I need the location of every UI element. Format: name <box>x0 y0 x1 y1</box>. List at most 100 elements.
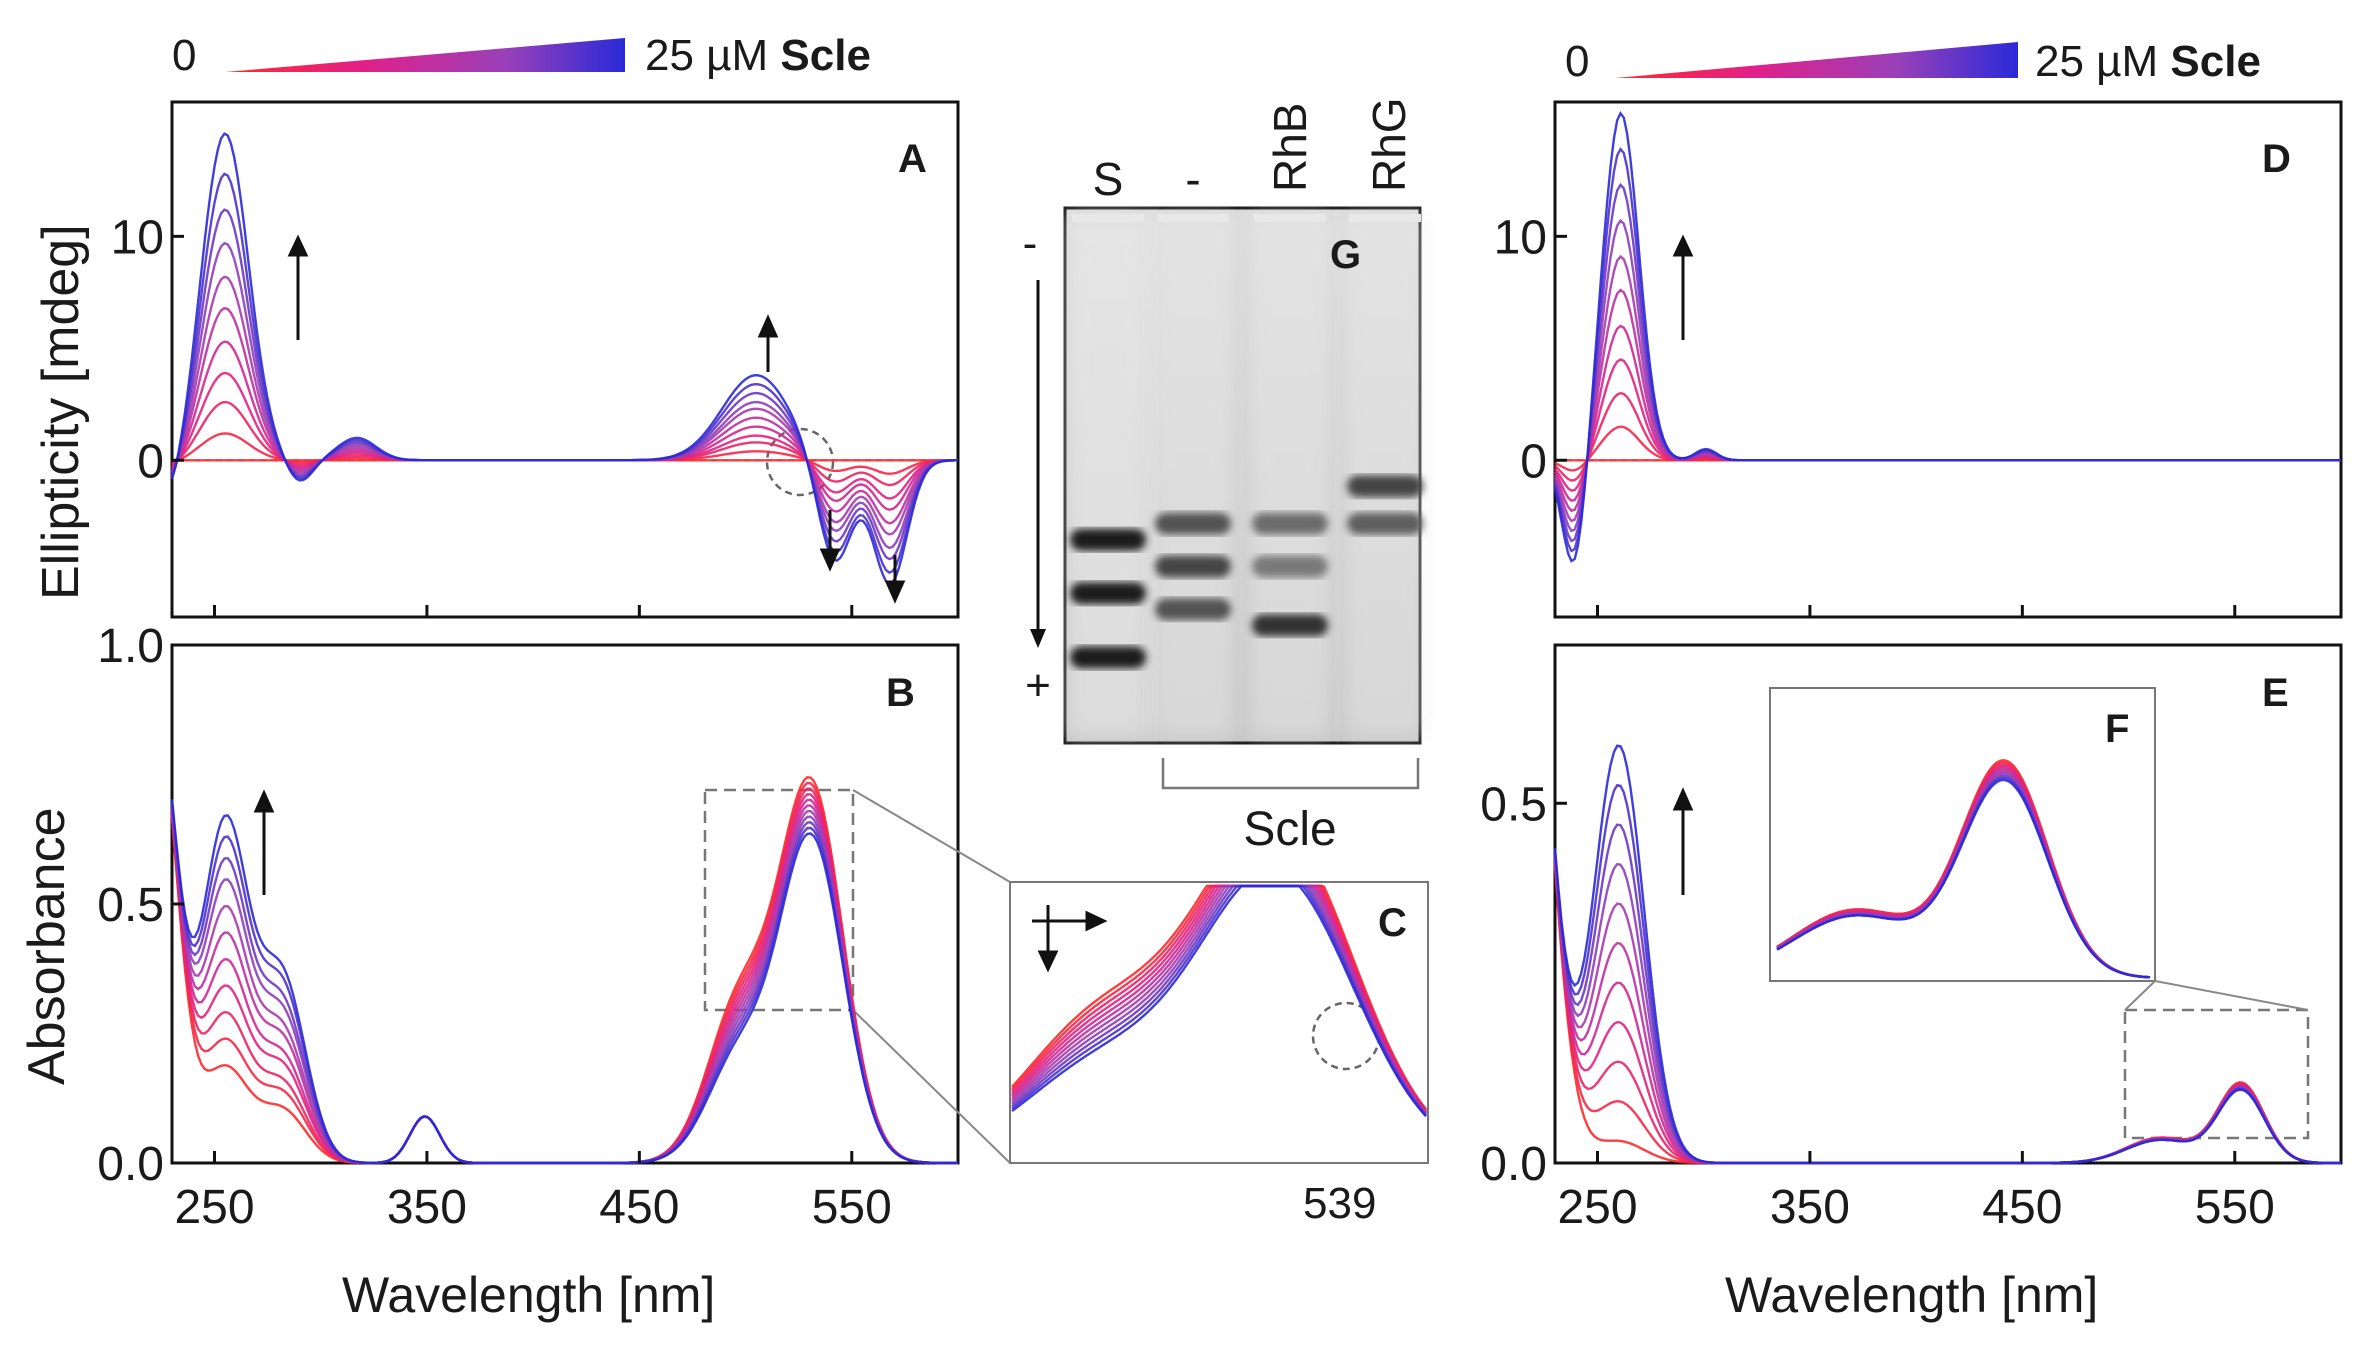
panel-label-b: B <box>886 671 915 715</box>
series-line <box>170 132 958 586</box>
legend-gradient-wedge <box>225 38 625 72</box>
legend-right: 0 25 µM Scle <box>1565 37 2261 86</box>
gel-band <box>1155 555 1231 578</box>
series-line <box>1554 391 2341 482</box>
series-line <box>1554 425 2341 472</box>
series-line <box>171 371 958 500</box>
panel-f-series <box>1776 759 2151 979</box>
xlabel-left: Wavelength [nm] <box>342 1267 715 1323</box>
isosbestic-circle-a <box>765 427 835 497</box>
panel-label-f: F <box>2105 707 2129 751</box>
gel-lane-label: RhB <box>1264 103 1316 192</box>
arrow-up-icon <box>1672 234 1694 257</box>
panel-label-e: E <box>2262 671 2289 715</box>
series-line <box>170 172 958 574</box>
gel-band <box>1155 512 1231 535</box>
panel-e-series <box>1553 744 2341 1165</box>
arrow-up-icon <box>253 789 275 813</box>
y-tick-label: 10 <box>111 211 164 264</box>
panel-label-c: C <box>1378 901 1407 945</box>
gel-band <box>1252 614 1328 637</box>
panel-a-frame <box>170 100 960 619</box>
legend-compound-label: Scle <box>2170 37 2261 86</box>
panel-c-tick-539: 539 <box>1303 1179 1376 1228</box>
series-line <box>170 793 958 1165</box>
zoom-connector-right <box>2154 980 2309 1011</box>
series-line <box>170 241 958 550</box>
gel-band <box>1070 646 1146 669</box>
gel-lane-label: S <box>1093 153 1124 205</box>
zoom-connector-left <box>2124 980 2156 1011</box>
series-line <box>1553 110 2341 563</box>
panel-d-series <box>1553 110 2341 563</box>
gel-caption: Scle <box>1243 803 1336 856</box>
gel-bracket <box>1161 758 1420 790</box>
x-tick-label: 550 <box>2195 1181 2275 1234</box>
legend-max-label: 25 µM <box>645 31 768 80</box>
panel-label-d: D <box>2262 137 2291 181</box>
y-tick-label: 0.5 <box>1480 778 1547 831</box>
series-line <box>1553 182 2341 543</box>
y-tick-label: 1.0 <box>97 620 164 673</box>
gel-well <box>1157 214 1229 222</box>
xlabel-right: Wavelength [nm] <box>1725 1267 2098 1323</box>
arrow-down-icon <box>884 580 906 604</box>
svg-text:25 µM Scle: 25 µM Scle <box>2035 37 2261 86</box>
series-line <box>170 208 958 561</box>
y-tick-label: 0.0 <box>97 1138 164 1191</box>
y-tick-label: 10 <box>1494 211 1547 264</box>
gel-well <box>1349 214 1421 222</box>
series-line <box>1553 324 2341 503</box>
legend-left: 0 25 µM Scle <box>172 31 871 80</box>
svg-text:25 µM Scle: 25 µM Scle <box>645 31 871 80</box>
gel-well <box>1072 214 1144 222</box>
gel-lane-label: - <box>1185 153 1200 205</box>
series-line <box>171 400 958 487</box>
gel-polarity-plus: + <box>1025 661 1051 710</box>
series-line <box>1553 744 2341 1165</box>
arrow-up-icon <box>757 314 779 338</box>
series-line <box>1553 218 2341 533</box>
panel-c-frame <box>1009 881 1429 1164</box>
y-tick-label: 0.0 <box>1480 1138 1547 1191</box>
series-line <box>171 340 958 511</box>
zoom-connector-bottom <box>852 1009 1011 1164</box>
panel-a-series <box>170 132 958 586</box>
panel-b-series <box>170 776 958 1165</box>
panel-d-frame <box>1553 100 2343 619</box>
y-tick-label: 0 <box>1520 435 1547 488</box>
axes: 0 10 250 350 450 550 0.0 0.5 1.0 0 10 250 350 450 550 0… <box>97 211 2275 1234</box>
gel-band <box>1070 582 1146 605</box>
legend-compound-label: Scle <box>780 31 871 80</box>
series-line <box>1776 778 2151 979</box>
series-line <box>1011 884 1427 1118</box>
gel-band <box>1155 598 1231 621</box>
legend-min-label: 0 <box>172 31 196 80</box>
x-tick-label: 450 <box>599 1181 679 1234</box>
zoom-box-e <box>2123 1008 2310 1140</box>
series-line <box>1553 146 2341 553</box>
arrows <box>253 234 1694 973</box>
gel-band <box>1252 512 1328 535</box>
series-line <box>1553 288 2341 513</box>
gel-well <box>1254 214 1326 222</box>
zoom-box-b <box>703 788 855 1012</box>
gel-band <box>1252 555 1328 578</box>
x-tick-label: 350 <box>387 1181 467 1234</box>
panel-label-a: A <box>898 137 927 181</box>
x-tick-label: 250 <box>174 1181 254 1234</box>
gel-band <box>1070 528 1146 551</box>
legend-gradient-wedge <box>1615 42 2018 78</box>
gel-band <box>1347 475 1423 498</box>
series-line <box>1554 358 2341 492</box>
x-tick-label: 550 <box>812 1181 892 1234</box>
arrow-up-icon <box>287 234 309 257</box>
series-line <box>1553 254 2341 523</box>
series-line <box>170 776 958 1165</box>
panel-label-g: G <box>1330 233 1361 277</box>
gel-band <box>1347 512 1423 535</box>
series-line <box>170 275 958 536</box>
gel-polarity-minus: - <box>1023 219 1038 268</box>
series-line <box>170 798 958 1165</box>
